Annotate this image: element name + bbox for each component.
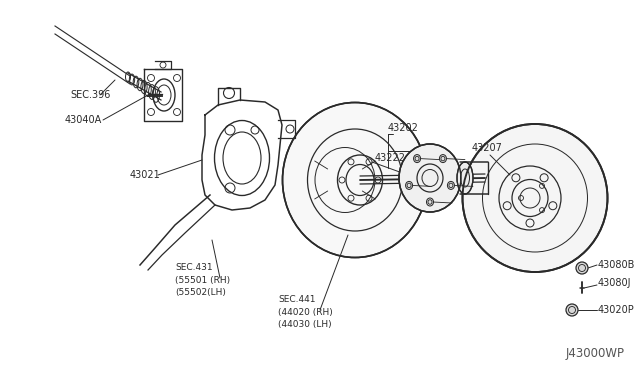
Ellipse shape: [413, 155, 420, 163]
Text: (44030 (LH): (44030 (LH): [278, 320, 332, 328]
Text: SEC.431: SEC.431: [175, 263, 212, 273]
Text: SEC.396: SEC.396: [70, 90, 110, 100]
Ellipse shape: [282, 103, 428, 257]
Ellipse shape: [426, 198, 433, 206]
Text: 43040A: 43040A: [65, 115, 102, 125]
Ellipse shape: [406, 182, 413, 189]
Text: 43020P: 43020P: [598, 305, 635, 315]
Ellipse shape: [457, 162, 473, 194]
Text: SEC.441: SEC.441: [278, 295, 316, 305]
Text: (44020 (RH): (44020 (RH): [278, 308, 333, 317]
Text: 43207: 43207: [472, 143, 503, 153]
Ellipse shape: [440, 155, 447, 163]
Text: J43000WP: J43000WP: [566, 347, 625, 360]
Text: 43080B: 43080B: [598, 260, 636, 270]
Ellipse shape: [576, 262, 588, 274]
Ellipse shape: [566, 304, 578, 316]
Ellipse shape: [399, 144, 461, 212]
Ellipse shape: [463, 124, 607, 272]
Text: 43080J: 43080J: [598, 278, 632, 288]
Ellipse shape: [447, 182, 454, 189]
Text: (55502(LH): (55502(LH): [175, 288, 226, 296]
Text: 43222: 43222: [375, 153, 406, 163]
Text: 43202: 43202: [388, 123, 419, 133]
Text: 43021: 43021: [130, 170, 161, 180]
Text: (55501 (RH): (55501 (RH): [175, 276, 230, 285]
